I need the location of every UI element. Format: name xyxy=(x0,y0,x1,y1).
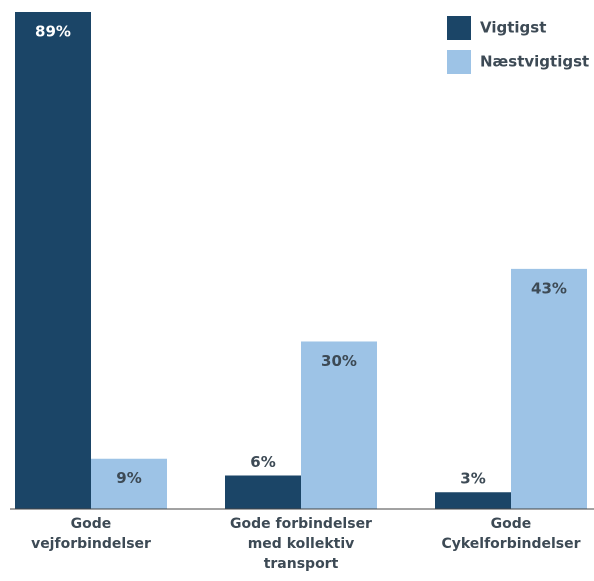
x-tick-label: Gode forbindelser med kollektiv transpor… xyxy=(230,516,372,572)
x-tick-label: Gode vejforbindelser xyxy=(31,516,151,552)
legend-swatch xyxy=(447,16,471,40)
legend-label: Næstvigtigst xyxy=(480,53,589,71)
bar xyxy=(511,268,587,509)
bar xyxy=(435,492,511,509)
data-label: 3% xyxy=(460,470,485,488)
bar xyxy=(15,12,91,509)
legend-swatch xyxy=(447,50,471,74)
bar xyxy=(91,458,167,509)
data-label: 89% xyxy=(35,23,71,41)
x-tick-label: Gode Cykelforbindelser xyxy=(441,516,581,552)
data-label: 30% xyxy=(321,352,357,370)
bar xyxy=(225,475,301,509)
data-label: 43% xyxy=(531,279,567,297)
legend-label: Vigtigst xyxy=(480,19,546,37)
data-label: 6% xyxy=(250,453,275,471)
data-label: 9% xyxy=(116,469,141,487)
bar xyxy=(301,341,377,509)
